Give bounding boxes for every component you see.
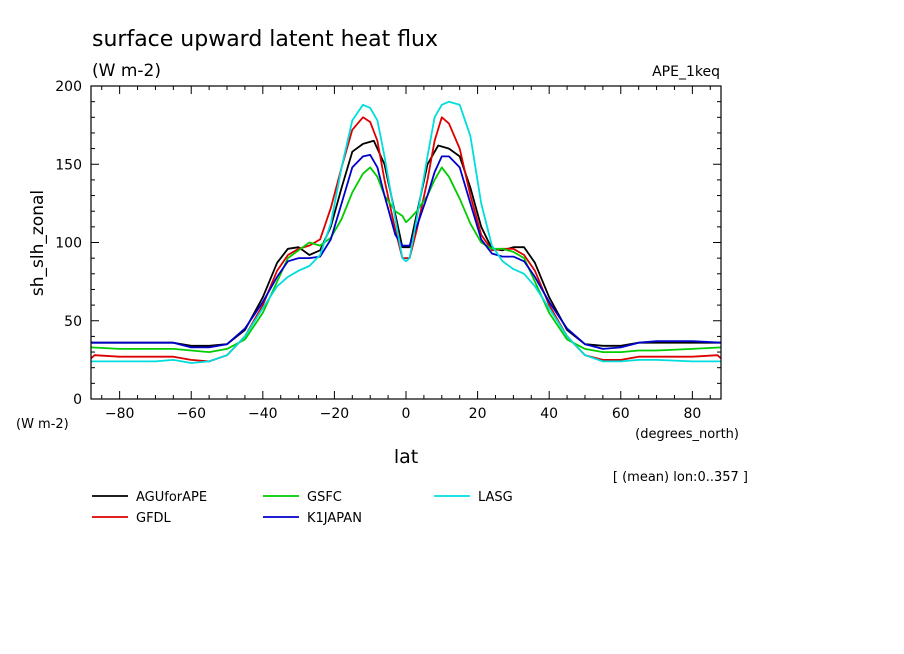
series-line-k1japan [91, 154, 722, 350]
x-tick-label: 40 [540, 406, 558, 422]
x-axis-label: lat [394, 446, 418, 468]
y-axis-label: sh_slh_zonal [28, 190, 48, 296]
series-line-aguforape [91, 139, 721, 347]
y-tick-label: 200 [55, 79, 82, 95]
chart-title: surface upward latent heat flux [92, 27, 438, 52]
legend: AGUforAPE GFDL GSFC K1JAPAN LASG [92, 490, 513, 526]
series-line-gfdl [90, 116, 722, 363]
legend-label-gfdl: GFDL [136, 511, 172, 526]
model-label: APE_1keq [652, 64, 720, 80]
y-tick-label: 100 [55, 236, 82, 252]
series-line-gsfc [90, 166, 722, 353]
x-tick-label: −60 [176, 406, 206, 422]
y-tick-label: 50 [64, 314, 82, 330]
series-group [90, 100, 722, 364]
legend-label-lasg: LASG [478, 490, 513, 505]
y-tick-label: 150 [55, 157, 82, 173]
chart-subtitle: (W m-2) [92, 61, 161, 81]
x-axis-unit: (degrees_north) [635, 427, 739, 442]
x-tick-label: 80 [683, 406, 701, 422]
legend-label-aguforape: AGUforAPE [136, 490, 207, 505]
legend-label-k1japan: K1JAPAN [307, 511, 362, 526]
series-line-lasg [91, 100, 721, 364]
x-tick-label: 20 [469, 406, 487, 422]
footnote: [ (mean) lon:0..357 ] [613, 470, 748, 485]
x-tick-label: −20 [320, 406, 350, 422]
y-axis-unit: (W m-2) [16, 417, 69, 432]
x-tick-label: 60 [612, 406, 630, 422]
x-tick-label: −80 [105, 406, 135, 422]
legend-label-gsfc: GSFC [307, 490, 342, 505]
axis-ticks: −80 −60 −40 −20 0 20 40 60 80 0 50 100 150 200 [55, 79, 721, 422]
x-tick-label: −40 [248, 406, 278, 422]
x-tick-label: 0 [402, 406, 411, 422]
y-tick-label: 0 [73, 392, 82, 408]
